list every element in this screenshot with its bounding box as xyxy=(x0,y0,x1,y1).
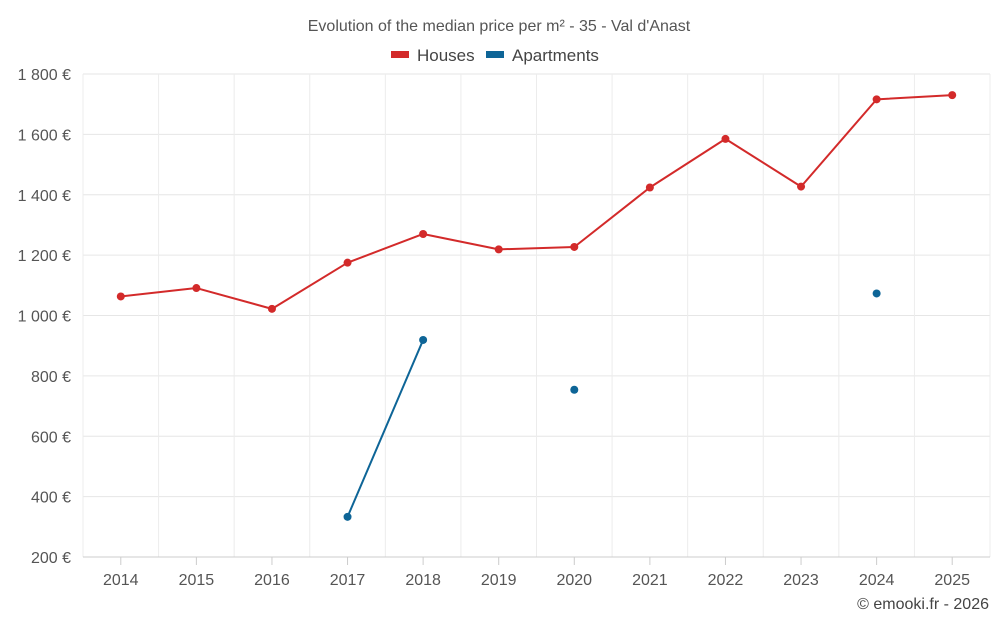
x-tick-label: 2019 xyxy=(481,572,517,589)
y-tick-label: 1 800 € xyxy=(18,67,71,84)
series-houses-segment xyxy=(346,232,425,264)
series-houses-segment xyxy=(573,186,651,248)
y-tick-label: 200 € xyxy=(31,550,71,567)
legend: Houses Apartments xyxy=(391,46,599,65)
x-tick-label: 2021 xyxy=(632,572,668,589)
series-layer xyxy=(116,91,957,521)
x-tick-label: 2024 xyxy=(859,572,895,589)
x-tick-label: 2014 xyxy=(103,572,139,589)
series-houses-point[interactable] xyxy=(192,284,201,293)
series-apartments-point[interactable] xyxy=(419,335,428,344)
x-tick-label: 2016 xyxy=(254,572,290,589)
series-houses-point[interactable] xyxy=(267,304,276,313)
axis-layer: 200 € 400 € 600 € 800 € 1 000 € 1 200 € 1 400 … xyxy=(18,67,990,589)
grid-layer xyxy=(82,73,991,558)
series-apartments-segment xyxy=(346,338,425,518)
x-tick-label: 2022 xyxy=(708,572,744,589)
series-apartments-point[interactable] xyxy=(872,289,881,298)
y-tick-label: 1 200 € xyxy=(18,248,71,265)
y-tick-label: 1 600 € xyxy=(18,127,71,144)
x-tick-label: 2025 xyxy=(934,572,970,589)
series-houses-segment xyxy=(648,137,727,189)
x-tick-label: 2015 xyxy=(179,572,215,589)
series-houses-segment xyxy=(195,287,273,310)
series-houses-segment xyxy=(119,287,198,298)
series-houses-segment xyxy=(422,232,500,251)
legend-houses-label[interactable]: Houses xyxy=(417,46,475,65)
y-tick-label: 1 000 € xyxy=(18,309,71,326)
chart-title: Evolution of the median price per m² - 3… xyxy=(308,18,691,35)
series-houses-point[interactable] xyxy=(116,292,125,301)
series-houses-point[interactable] xyxy=(343,258,352,267)
series-apartments-point[interactable] xyxy=(343,512,352,521)
y-tick-label: 1 400 € xyxy=(18,188,71,205)
series-houses-point[interactable] xyxy=(570,242,579,251)
series-houses-point[interactable] xyxy=(419,229,428,238)
series-houses-segment xyxy=(724,137,803,188)
series-houses-segment xyxy=(270,261,349,310)
x-tick-label: 2020 xyxy=(556,572,592,589)
series-houses-point[interactable] xyxy=(494,245,503,254)
series-apartments-point[interactable] xyxy=(570,385,579,394)
y-tick-label: 800 € xyxy=(31,369,71,386)
y-tick-label: 400 € xyxy=(31,490,71,507)
legend-houses-swatch xyxy=(391,51,409,58)
legend-apartments-label[interactable]: Apartments xyxy=(512,46,599,65)
series-houses-point[interactable] xyxy=(645,183,654,192)
series-houses-point[interactable] xyxy=(721,134,730,143)
series-houses-point[interactable] xyxy=(797,182,806,191)
series-houses xyxy=(116,91,957,313)
series-houses-segment xyxy=(800,98,878,188)
series-houses-point[interactable] xyxy=(872,95,881,104)
credit-text: © emooki.fr - 2026 xyxy=(857,596,989,613)
y-tick-label: 600 € xyxy=(31,429,71,446)
series-houses-point[interactable] xyxy=(948,91,957,100)
x-tick-label: 2017 xyxy=(330,572,366,589)
series-houses-segment xyxy=(875,94,954,101)
legend-apartments-swatch xyxy=(486,51,504,58)
series-houses-segment xyxy=(497,245,576,251)
x-tick-label: 2023 xyxy=(783,572,819,589)
series-apartments xyxy=(343,289,881,521)
x-tick-label: 2018 xyxy=(405,572,441,589)
